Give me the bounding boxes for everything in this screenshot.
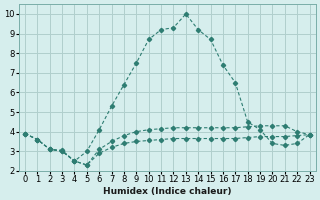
- X-axis label: Humidex (Indice chaleur): Humidex (Indice chaleur): [103, 187, 231, 196]
